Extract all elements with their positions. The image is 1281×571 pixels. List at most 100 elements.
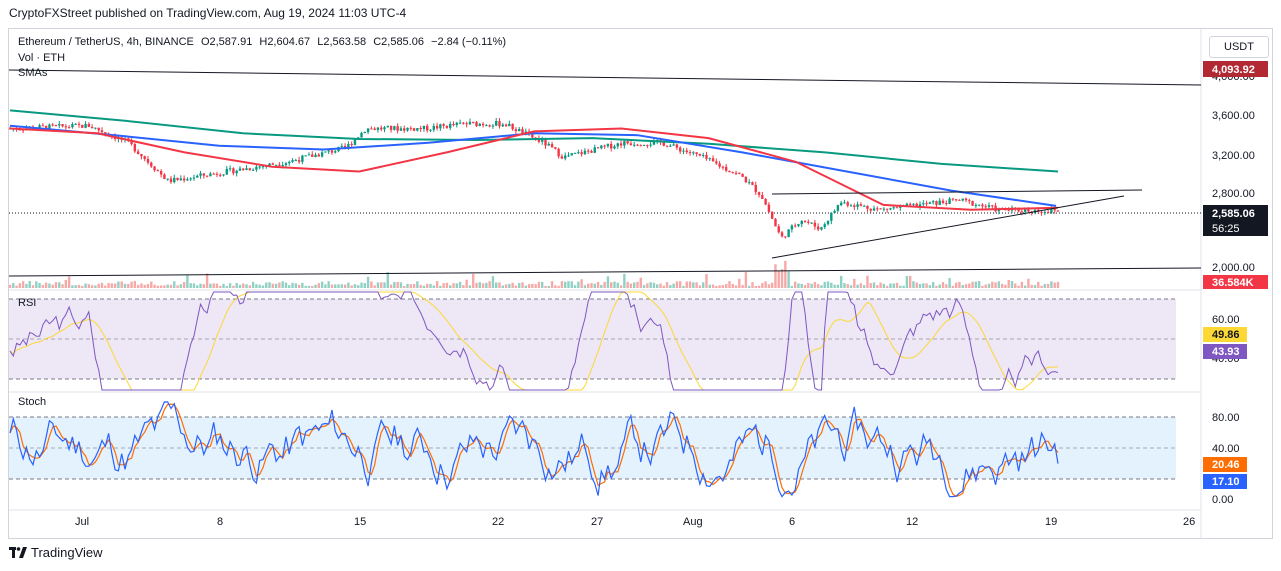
candle-body [189,178,192,180]
candle-body [347,144,350,148]
volume-bar [94,285,97,288]
candle-body [416,128,419,131]
candles [8,117,1060,239]
currency-button[interactable]: USDT [1209,36,1269,58]
time-tick: Aug [683,516,703,528]
volume-bar [577,281,580,288]
volume-bar [997,281,1001,288]
time-tick: 15 [354,516,366,528]
volume-bar [393,282,396,288]
candle-body [692,152,695,154]
candle-body [199,173,202,176]
price-tick: 3,200.00 [1212,150,1255,162]
volume-bar [826,281,830,288]
candle-body [892,207,895,209]
candle-body [793,225,797,227]
volume-bar [383,282,386,288]
volume-bar [843,283,846,288]
volume-bar [596,281,600,288]
candle-body [370,128,373,130]
time-tick: 19 [1045,516,1057,528]
symbol-header: Ethereum / TetherUS, 4h, BINANCE O2,587.… [18,36,510,48]
candle-body [465,123,468,125]
time-tick: 27 [591,516,603,528]
symbol-name[interactable]: Ethereum / TetherUS, 4h, BINANCE [18,36,194,48]
candle-body [133,144,137,152]
bottom-support-line[interactable] [8,267,1202,277]
candle-body [885,208,889,210]
candle-body [820,227,823,230]
candle-body [251,169,255,171]
volume-bar [212,283,215,288]
top-resistance-line[interactable] [8,69,1202,86]
candle-body [757,192,761,195]
volume-bar [133,281,137,288]
candle-body [544,139,547,146]
candle-body [491,125,495,127]
volume-bar [130,281,133,288]
candle-body [468,121,472,125]
candle-body [836,205,840,211]
volume-bar [297,284,301,288]
candle-body [813,222,817,227]
volume-bar [261,285,265,288]
volume-bar [557,285,560,288]
candle-body [238,168,242,171]
volume-bar [708,284,711,288]
tradingview-brand[interactable]: TradingView [9,545,103,560]
candle-body [1043,212,1047,214]
candle-body [472,121,475,123]
volume-bar [357,285,360,288]
candle-body [363,132,367,134]
volume-bar [968,283,971,288]
stoch-tick: 80.00 [1212,412,1240,424]
volume-bar [350,285,353,288]
volume-legend[interactable]: Vol · ETH [18,52,66,64]
candle-body [360,132,363,138]
candle-body [304,155,307,157]
candle-body [311,154,314,157]
candle-body [74,123,77,125]
candle-body [823,224,826,228]
candle-body [685,150,688,153]
volume-bar [100,282,104,288]
candle-body [738,172,741,174]
candle-body [800,220,803,225]
time-tick: 8 [217,516,223,528]
candle-body [583,150,587,155]
candle-body [159,170,163,175]
candle-body [606,143,610,147]
volume-bar [90,285,94,288]
volume-bar [695,282,698,288]
volume-bar [301,282,304,288]
triangle-upper-line[interactable] [771,189,1143,195]
volume-bar [1010,281,1014,288]
candle-body [71,124,74,128]
volume-bar [452,283,455,288]
volume-bar [412,284,416,288]
volume-bar [721,285,725,288]
volume-bar [291,282,294,288]
volume-bar [347,282,350,288]
volume-bar [71,285,74,288]
volume-bar [866,275,869,288]
chart-frame[interactable] [8,28,1273,539]
volume-bar [1040,285,1043,288]
stoch-pane-title[interactable]: Stoch [18,396,47,408]
rsi-pane-title[interactable]: RSI [18,297,37,309]
candle-body [258,166,261,168]
candle-body [163,174,166,179]
volume-bar [987,283,991,288]
smas-legend[interactable]: SMAs [18,67,48,79]
candle-body [426,125,429,131]
volume-bar [284,282,288,288]
triangle-lower-line[interactable] [771,195,1125,259]
volume-bar [166,284,169,288]
rsi-tick: 60.00 [1212,314,1240,326]
volume-bar [97,283,100,288]
candle-body [797,224,800,226]
volume-bar [780,269,784,288]
candle-body [908,203,912,205]
volume-bar [655,284,659,288]
